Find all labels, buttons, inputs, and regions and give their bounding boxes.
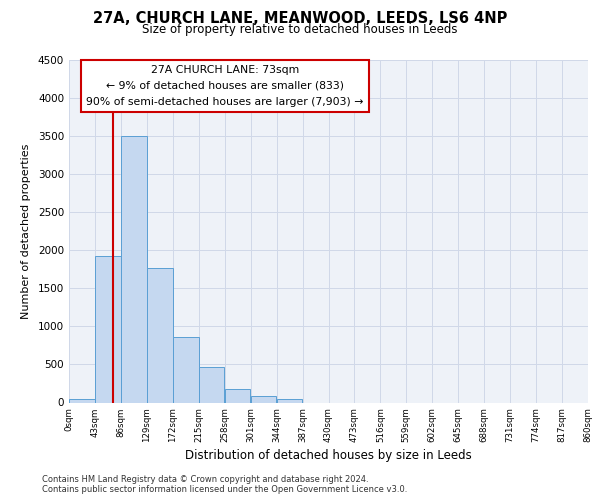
Bar	[69, 398, 95, 402]
Y-axis label: Number of detached properties: Number of detached properties	[21, 144, 31, 319]
Text: Size of property relative to detached houses in Leeds: Size of property relative to detached ho…	[142, 22, 458, 36]
Bar	[251, 396, 277, 402]
Bar	[173, 337, 199, 402]
Text: 27A CHURCH LANE: 73sqm
← 9% of detached houses are smaller (833)
90% of semi-det: 27A CHURCH LANE: 73sqm ← 9% of detached …	[86, 66, 364, 106]
Bar	[121, 136, 146, 402]
X-axis label: Distribution of detached houses by size in Leeds: Distribution of detached houses by size …	[185, 449, 472, 462]
Bar	[277, 398, 302, 402]
Text: 27A, CHURCH LANE, MEANWOOD, LEEDS, LS6 4NP: 27A, CHURCH LANE, MEANWOOD, LEEDS, LS6 4…	[93, 11, 507, 26]
Bar	[199, 368, 224, 402]
Text: Contains HM Land Registry data © Crown copyright and database right 2024.: Contains HM Land Registry data © Crown c…	[42, 475, 368, 484]
Bar	[95, 256, 121, 402]
Bar	[147, 268, 173, 402]
Bar	[225, 389, 250, 402]
Text: Contains public sector information licensed under the Open Government Licence v3: Contains public sector information licen…	[42, 485, 407, 494]
